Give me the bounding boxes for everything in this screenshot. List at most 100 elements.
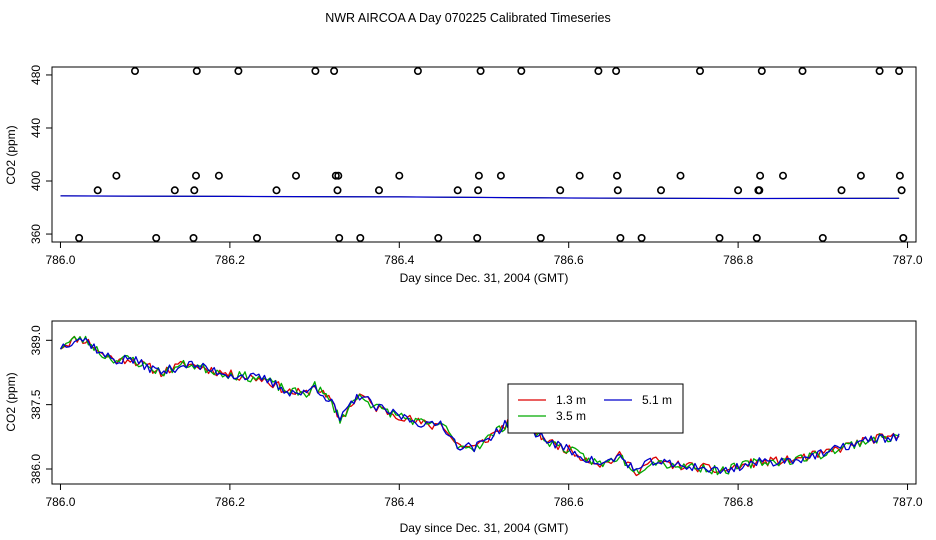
calib-point <box>253 234 262 243</box>
calib-point <box>395 171 404 180</box>
x-tick-label: 786.2 <box>215 495 245 509</box>
y-axis-label: CO2 (ppm) <box>4 372 18 431</box>
x-tick-label: 786.4 <box>384 495 414 509</box>
y-tick-label: 389.0 <box>29 325 43 355</box>
calib-point <box>616 234 625 243</box>
calib-point <box>637 234 646 243</box>
calib-point <box>131 67 140 76</box>
calib-point <box>434 234 443 243</box>
legend-label-3-5m: 3.5 m <box>556 409 586 423</box>
calib-point <box>757 67 766 76</box>
calib-point <box>335 234 344 243</box>
x-tick-label: 786.8 <box>723 253 753 267</box>
x-tick-label: 786.0 <box>45 495 75 509</box>
calib-point <box>170 186 179 195</box>
x-tick-label: 787.0 <box>893 253 923 267</box>
calib-point <box>311 67 320 76</box>
x-tick-label: 786.8 <box>723 495 753 509</box>
legend: 1.3 m 3.5 m 5.1 m <box>507 383 684 434</box>
calib-point <box>473 234 482 243</box>
calib-point <box>613 186 622 195</box>
calib-point <box>594 67 603 76</box>
calib-point <box>656 186 665 195</box>
calib-point <box>474 171 483 180</box>
calib-point <box>612 67 621 76</box>
calib-point <box>331 171 340 180</box>
calib-point <box>333 186 342 195</box>
timeseries-panel: 786.0 786.2 786.4 786.6 786.8 787.0 386.0 387.5… <box>4 320 923 535</box>
calib-point <box>897 186 906 195</box>
chart-marks <box>60 67 908 243</box>
y-tick-label: 480 <box>29 65 43 85</box>
calib-point <box>189 234 198 243</box>
calib-point <box>152 234 161 243</box>
calib-point <box>93 186 102 195</box>
calib-point <box>755 186 764 195</box>
y-tick-label: 360 <box>29 224 43 244</box>
calib-point <box>715 234 724 243</box>
calib-point <box>899 234 908 243</box>
legend-label-1-3m: 1.3 m <box>556 393 586 407</box>
x-axis-label: Day since Dec. 31, 2004 (GMT) <box>400 271 569 285</box>
calib-point <box>875 67 884 76</box>
calib-point <box>756 171 765 180</box>
calib-point <box>75 234 84 243</box>
calib-point <box>517 67 526 76</box>
calib-point <box>837 186 846 195</box>
calib-point <box>453 186 462 195</box>
calib-point <box>234 67 243 76</box>
x-tick-label: 786.4 <box>384 253 414 267</box>
x-tick-label: 786.6 <box>554 253 584 267</box>
calib-point <box>676 171 685 180</box>
calib-point <box>856 171 865 180</box>
x-tick-label: 787.0 <box>893 495 923 509</box>
calib-point <box>356 234 365 243</box>
calib-point <box>734 186 743 195</box>
calib-point <box>612 171 621 180</box>
calib-point <box>536 234 545 243</box>
calib-point <box>476 67 485 76</box>
x-tick-label: 786.2 <box>215 253 245 267</box>
calib-point <box>798 67 807 76</box>
calib-point <box>818 234 827 243</box>
y-tick-label: 387.5 <box>29 389 43 419</box>
series-line-5-1-m <box>59 337 900 474</box>
calib-point <box>752 234 761 243</box>
calib-point <box>895 171 904 180</box>
calib-point <box>190 186 199 195</box>
calib-point <box>474 186 483 195</box>
calib-point <box>291 171 300 180</box>
calib-point <box>556 186 565 195</box>
y-tick-label: 440 <box>29 118 43 138</box>
calib-point <box>112 171 121 180</box>
calib-point <box>334 171 343 180</box>
legend-label-5-1m: 5.1 m <box>642 393 672 407</box>
chart-marks <box>59 335 900 477</box>
series-line-blue <box>60 195 900 200</box>
x-tick-label: 786.0 <box>45 253 75 267</box>
plot-frame <box>51 320 917 485</box>
y-tick-label: 386.0 <box>29 454 43 484</box>
calib-point <box>575 171 584 180</box>
y-axis-label: CO2 (ppm) <box>4 125 18 184</box>
legend-box <box>507 383 684 434</box>
calib-point <box>330 67 339 76</box>
y-tick-label: 400 <box>29 171 43 191</box>
calib-point <box>496 171 505 180</box>
series-line-3-5-m <box>60 335 900 476</box>
x-tick-label: 786.6 <box>554 495 584 509</box>
calibrated-points-panel: 786.0 786.2 786.4 786.6 786.8 787.0 360 400 440 4… <box>4 65 923 285</box>
x-axis-label: Day since Dec. 31, 2004 (GMT) <box>400 521 569 535</box>
calib-point <box>192 171 201 180</box>
calib-point <box>272 186 281 195</box>
axes: 786.0 786.2 786.4 786.6 786.8 787.0 386.0 387.5… <box>29 325 923 509</box>
calib-point <box>895 67 904 76</box>
calib-point <box>374 186 383 195</box>
plot-frame <box>51 66 917 243</box>
figure-title: NWR AIRCOA A Day 070225 Calibrated Times… <box>325 11 611 25</box>
series-line-1-3-m <box>60 335 900 477</box>
calib-point <box>778 171 787 180</box>
calib-point <box>192 67 201 76</box>
calib-point <box>695 67 704 76</box>
